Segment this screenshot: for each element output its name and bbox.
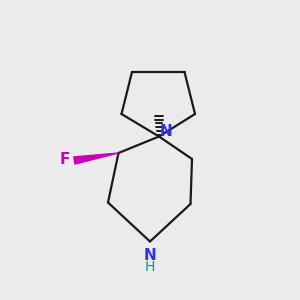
Text: N: N (144, 248, 156, 263)
Text: N: N (159, 124, 172, 140)
Text: H: H (145, 260, 155, 274)
Polygon shape (74, 153, 118, 164)
Text: F: F (59, 152, 70, 167)
